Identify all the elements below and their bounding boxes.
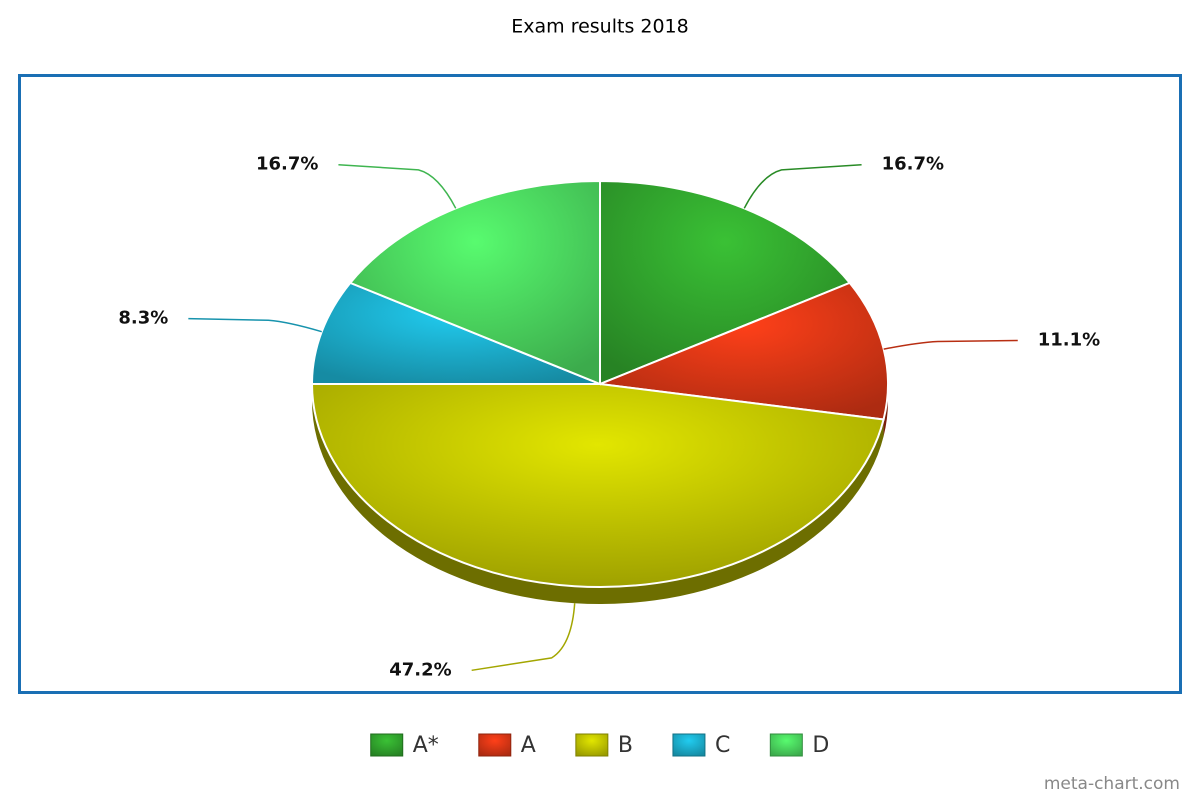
plot-frame xyxy=(18,74,1182,694)
slice xyxy=(599,179,852,386)
legend-swatch xyxy=(575,733,609,757)
data-label: 8.3% xyxy=(118,308,168,329)
leader-line xyxy=(743,163,862,209)
slice xyxy=(596,281,889,421)
legend-swatch xyxy=(478,733,512,757)
legend-label: C xyxy=(715,733,730,758)
slice xyxy=(310,281,601,385)
data-label: 47.2% xyxy=(389,659,451,680)
data-label: 16.7% xyxy=(256,154,318,175)
leader-line xyxy=(883,339,1018,350)
leader-line xyxy=(338,163,457,209)
chart-title: Exam results 2018 xyxy=(511,16,689,38)
slice xyxy=(348,179,601,386)
legend-label: D xyxy=(812,733,829,758)
legend-swatch xyxy=(769,733,803,757)
legend-swatch xyxy=(672,733,706,757)
data-label: 16.7% xyxy=(882,154,944,175)
credit: meta-chart.com xyxy=(1044,774,1180,794)
legend-label: B xyxy=(618,733,633,758)
data-label: 11.1% xyxy=(1038,329,1100,350)
slice xyxy=(310,383,885,588)
leader-line xyxy=(188,317,322,333)
legend-swatch xyxy=(370,733,404,757)
legend-label: A* xyxy=(413,733,439,758)
leader-line xyxy=(471,603,576,672)
legend: A* A B C D xyxy=(370,733,829,758)
legend-label: A xyxy=(521,733,536,758)
